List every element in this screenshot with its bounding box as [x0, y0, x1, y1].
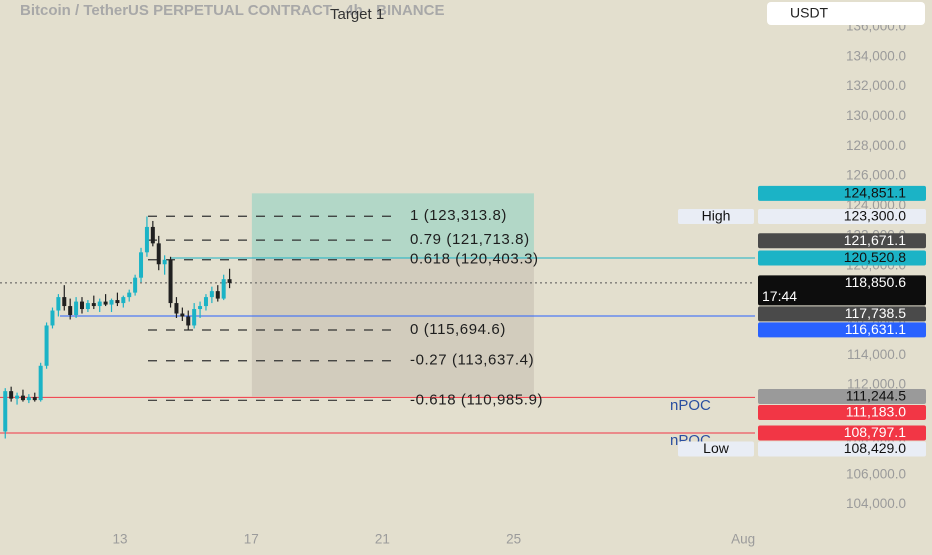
x-tick-label: 17 [244, 532, 259, 547]
x-tick-label: 25 [506, 532, 521, 547]
axis-layer: 104,000.0106,000.0108,000.0110,000.0112,… [678, 18, 926, 511]
price-label-box [758, 275, 926, 306]
price-label: 111,244.5 [846, 388, 906, 404]
price-label: 117,738.5 [845, 305, 906, 321]
candle-body [162, 259, 167, 265]
candle-body [50, 310, 55, 326]
candle-body [203, 297, 208, 307]
candle-body [127, 292, 132, 298]
candle-body [180, 313, 185, 317]
candle-body [115, 300, 120, 304]
annotation: nPOC [670, 397, 711, 414]
candle-body [9, 391, 14, 399]
candle-body [121, 297, 126, 304]
y-tick-label: 112,000.0 [847, 377, 906, 392]
price-label: 108,429.0 [844, 440, 906, 456]
chart-title: Bitcoin / TetherUS PERPETUAL CONTRACT · … [20, 2, 444, 19]
price-label-box [758, 233, 926, 249]
candle-body [215, 291, 220, 299]
candle-body [133, 277, 138, 293]
x-tick-label: 21 [375, 532, 390, 547]
annotation: Target 1 [330, 6, 384, 23]
candle-body [91, 303, 96, 307]
y-tick-label: 132,000.0 [846, 78, 906, 93]
y-tick-label: 126,000.0 [846, 168, 906, 183]
price-label-box [758, 441, 926, 457]
candle-body [62, 297, 67, 307]
price-label: 121,671.1 [844, 232, 906, 248]
plot-area: 1 (123,313.8) 0.79 (121,713.8) 0.618 (120,… [0, 193, 755, 547]
fib-label: 0 (115,694.6) [410, 321, 506, 338]
price-label-box [758, 250, 926, 266]
profit-zone [251, 193, 534, 258]
candle-body [20, 395, 25, 401]
candle-body [150, 226, 155, 244]
fib-label: 1 (123,313.8) [410, 207, 507, 224]
currency-label[interactable]: USDT [790, 5, 829, 21]
candle-body [198, 306, 203, 310]
candle-body [3, 391, 8, 432]
y-tick-label: 128,000.0 [846, 138, 906, 153]
candle-body [26, 397, 31, 401]
y-tick-label: 114,000.0 [847, 347, 906, 362]
price-axis [756, 0, 932, 550]
price-label: 123,300.0 [844, 208, 906, 224]
candle-body [227, 279, 232, 283]
candle-body [192, 309, 197, 326]
candle-body [144, 226, 149, 253]
candle-body [174, 303, 179, 314]
extreme-tag-box [678, 208, 754, 224]
y-tick-label: 104,000.0 [846, 496, 906, 511]
candle-body [32, 397, 37, 401]
price-label-box [758, 322, 926, 338]
price-label-box [758, 208, 926, 224]
x-tick-label: Aug [731, 532, 755, 547]
candle-body [56, 297, 61, 311]
price-label-time: 17:44 [762, 288, 797, 304]
x-tick-label: 13 [113, 532, 128, 547]
fib-label: -0.27 (113,637.4) [410, 352, 534, 369]
candle-body [156, 243, 161, 265]
candle-body [74, 301, 79, 316]
candle-body [15, 395, 20, 399]
fib-label: -0.618 (110,985.9) [410, 391, 543, 408]
candle-body [38, 365, 43, 401]
fib-label: 0.79 (121,713.8) [410, 231, 530, 248]
price-label: 118,850.6 [845, 274, 906, 290]
candle-body [186, 316, 191, 326]
candle-body [44, 325, 49, 366]
risk-zone [251, 257, 534, 397]
candle-body [68, 306, 73, 316]
price-label-box [758, 404, 926, 420]
candle-body [139, 252, 144, 278]
candle-body [79, 301, 84, 310]
candle-body [85, 303, 90, 310]
candle-body [97, 301, 102, 307]
price-label-box [758, 425, 926, 441]
price-label-box [758, 388, 926, 404]
price-label: 108,797.1 [844, 424, 906, 440]
fib-label: 0.618 (120,403.3) [410, 251, 539, 268]
candle-body [209, 291, 214, 298]
extreme-tag-box [678, 441, 754, 457]
candle-body [109, 300, 114, 305]
candle-body [168, 259, 173, 304]
y-tick-label: 106,000.0 [846, 466, 906, 481]
candle-body [103, 301, 108, 305]
y-tick-label: 134,000.0 [846, 48, 906, 63]
price-label: 111,183.0 [846, 404, 906, 420]
extreme-tag: High [702, 208, 731, 224]
price-label: 124,851.1 [844, 185, 906, 201]
y-tick-label: 124,000.0 [846, 198, 906, 213]
y-tick-label: 130,000.0 [846, 108, 906, 123]
extreme-tag: Low [703, 440, 730, 456]
candle-body [221, 279, 226, 299]
currency-button[interactable] [767, 2, 925, 25]
price-label: 120,520.8 [844, 249, 906, 265]
price-label-box [758, 306, 926, 322]
price-label-box [758, 185, 926, 201]
price-label: 116,631.1 [845, 321, 906, 337]
